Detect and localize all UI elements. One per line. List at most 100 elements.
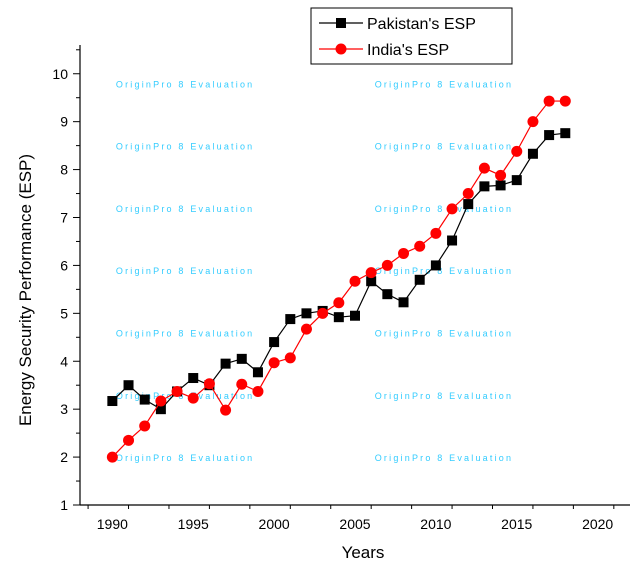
watermark-text: OriginPro 8 Evaluation	[116, 142, 254, 152]
legend-item: Pakistan's ESP	[319, 16, 476, 33]
data-point	[495, 169, 507, 181]
data-point	[155, 395, 167, 407]
data-point	[187, 392, 199, 404]
data-point	[106, 451, 118, 463]
watermark-text: OriginPro 8 Evaluation	[116, 79, 254, 89]
data-point	[365, 267, 377, 279]
data-point	[366, 276, 377, 287]
watermark-text: OriginPro 8 Evaluation	[375, 204, 513, 214]
data-point	[543, 95, 555, 107]
watermark-text: OriginPro 8 Evaluation	[116, 204, 254, 214]
data-point	[107, 396, 118, 407]
x-tick-label: 2000	[259, 516, 290, 532]
watermark-text: OriginPro 8 Evaluation	[375, 142, 513, 152]
data-point	[333, 312, 344, 323]
y-tick-label: 6	[60, 257, 68, 273]
legend-marker	[335, 43, 347, 55]
data-point	[171, 385, 183, 397]
data-point	[511, 145, 523, 157]
data-point	[123, 380, 134, 391]
data-point	[123, 434, 135, 446]
y-tick-label: 3	[60, 401, 68, 417]
data-point	[220, 358, 231, 369]
data-point	[559, 95, 571, 107]
legend-item: India's ESP	[319, 42, 449, 59]
watermark-text: OriginPro 8 Evaluation	[375, 329, 513, 339]
watermark-text: OriginPro 8 Evaluation	[116, 266, 254, 276]
data-point	[301, 308, 312, 319]
x-ticks: 1990 1995 2000 2005 2010 2015 2020	[87, 505, 615, 532]
watermark-text: OriginPro 8 Evaluation	[375, 266, 513, 276]
data-point	[333, 297, 345, 309]
data-point	[285, 314, 296, 325]
x-tick-label: 2020	[582, 516, 613, 532]
data-point	[284, 352, 296, 364]
y-tick-label: 5	[60, 305, 68, 321]
data-point	[269, 337, 280, 348]
legend-label: Pakistan's ESP	[367, 16, 476, 33]
series-layer	[106, 95, 571, 463]
data-point	[382, 289, 393, 300]
x-axis-title: Years	[342, 543, 385, 562]
y-tick-label: 4	[60, 353, 68, 369]
data-point	[398, 297, 409, 308]
series-line	[111, 100, 566, 458]
watermark-text: OriginPro 8 Evaluation	[375, 453, 513, 463]
data-point	[268, 357, 280, 369]
data-point	[220, 404, 232, 416]
legend: Pakistan's ESP India's ESP	[310, 7, 513, 65]
y-tick-label: 7	[60, 210, 68, 226]
x-tick-label: 2015	[501, 516, 532, 532]
data-point	[479, 181, 490, 192]
legend-marker	[336, 18, 346, 28]
data-point	[414, 240, 426, 252]
data-point	[188, 373, 199, 384]
data-point	[478, 162, 490, 174]
data-point	[414, 274, 425, 285]
data-point	[236, 353, 247, 364]
y-tick-label: 1	[60, 497, 68, 513]
data-point	[430, 227, 442, 239]
watermark-text: OriginPro 8 Evaluation	[375, 79, 513, 89]
watermark-layer: OriginPro 8 Evaluation OriginPro 8 Evalua…	[116, 79, 513, 463]
watermark-text: OriginPro 8 Evaluation	[116, 453, 254, 463]
data-point	[398, 247, 410, 259]
data-point	[462, 188, 474, 200]
data-point	[139, 420, 151, 432]
data-point	[139, 394, 150, 405]
data-point	[349, 275, 361, 287]
data-point	[350, 310, 360, 321]
data-point	[236, 378, 248, 390]
data-point	[252, 385, 264, 397]
y-ticks: 1 2 3 4 5 6 7 8 9 10	[52, 49, 80, 513]
data-point	[447, 235, 458, 246]
legend-label: India's ESP	[367, 42, 449, 59]
watermark-text: OriginPro 8 Evaluation	[375, 391, 513, 401]
data-point	[511, 175, 522, 186]
data-point	[317, 307, 329, 319]
x-tick-label: 2005	[339, 516, 370, 532]
data-point	[300, 323, 312, 335]
x-tick-label: 1990	[97, 516, 128, 532]
data-point	[446, 203, 458, 215]
watermark-text: OriginPro 8 Evaluation	[116, 391, 254, 401]
legend-box	[310, 7, 513, 65]
data-point	[381, 259, 393, 271]
y-tick-label: 9	[60, 114, 68, 130]
data-point	[203, 378, 215, 390]
data-point	[463, 199, 474, 210]
y-tick-label: 8	[60, 162, 68, 178]
x-tick-label: 2010	[420, 516, 451, 532]
data-point	[155, 404, 166, 415]
data-point	[544, 130, 555, 141]
data-point	[495, 180, 506, 191]
data-point	[560, 128, 571, 139]
data-point	[527, 148, 538, 159]
x-tick-label: 1995	[178, 516, 209, 532]
y-tick-label: 10	[52, 66, 68, 82]
data-point	[430, 260, 441, 271]
data-point	[252, 367, 263, 378]
watermark-text: OriginPro 8 Evaluation	[116, 329, 254, 339]
y-tick-label: 2	[60, 449, 68, 465]
